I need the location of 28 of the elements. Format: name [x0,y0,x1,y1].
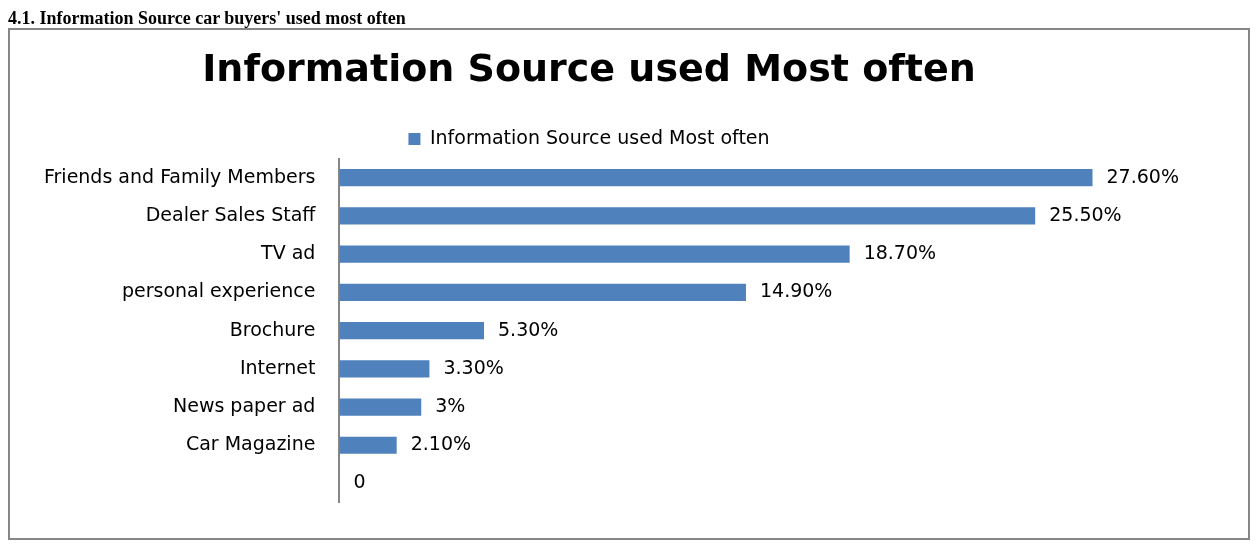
data-label: 25.50% [1049,202,1122,225]
bar [339,245,850,263]
bar [339,207,1036,225]
chart-title: Information Source used Most often [202,45,976,90]
data-label: 3% [435,393,466,416]
data-label: 27.60% [1106,164,1179,187]
y-tick-label: Internet [239,355,316,378]
bar [339,436,397,454]
y-tick-label: Friends and Family Members [43,164,316,187]
legend-label: Information Source used Most often [429,126,770,149]
bar [339,283,746,301]
data-label: 0 [353,470,366,493]
data-label: 5.30% [498,317,559,340]
data-label: 2.10% [410,432,472,455]
text: 4.1. Information Source car buyers' used most often [8,8,407,28]
bar [339,360,430,378]
y-tick-label: Car Magazine [185,432,316,455]
data-label: 18.70% [863,241,937,264]
bar [339,398,422,416]
y-tick-label: News paper ad [172,393,316,416]
data-label: 14.90% [759,279,833,302]
y-tick-label: Brochure [229,317,316,340]
y-tick-label: personal experience [121,279,316,302]
bar [339,322,484,340]
y-tick-label: TV ad [260,241,316,264]
y-tick-label: Dealer Sales Staff [145,202,317,225]
data-label: 3.30% [443,355,504,378]
bar [339,169,1093,187]
